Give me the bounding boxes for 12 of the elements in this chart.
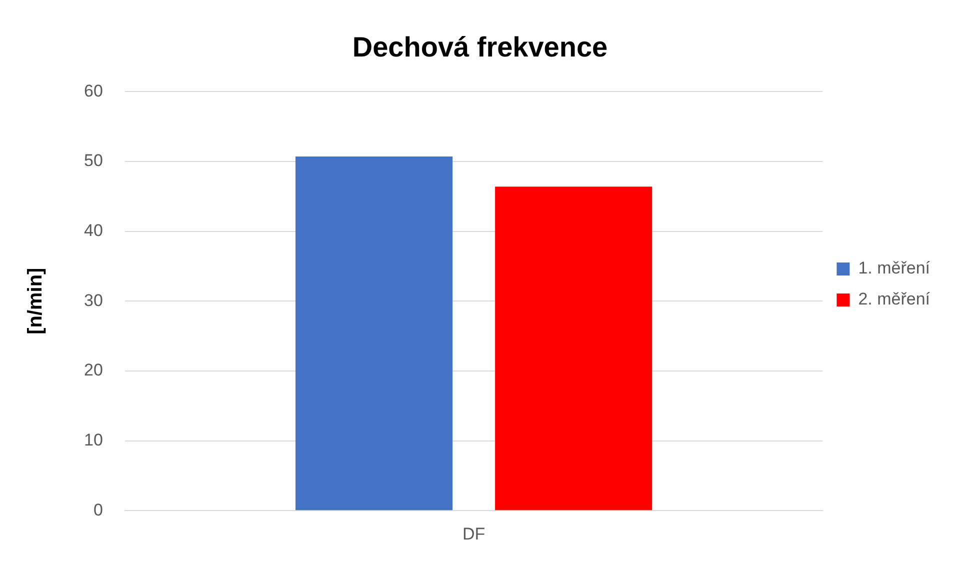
y-tick-label: 0 [93, 500, 103, 520]
x-tick-label: DF [462, 524, 486, 544]
chart-title: Dechová frekvence [352, 32, 608, 63]
y-tick-label: 50 [84, 151, 103, 170]
legend-label: 1. měření [858, 258, 930, 278]
y-tick-label: 30 [84, 290, 103, 310]
y-tick-label: 10 [84, 430, 103, 450]
legend-label: 2. měření [858, 290, 930, 309]
y-tick-label: 40 [84, 220, 103, 240]
y-tick-label: 20 [84, 360, 103, 380]
y-axis-title: [n/min] [24, 268, 47, 334]
y-tick-label: 60 [84, 81, 103, 100]
